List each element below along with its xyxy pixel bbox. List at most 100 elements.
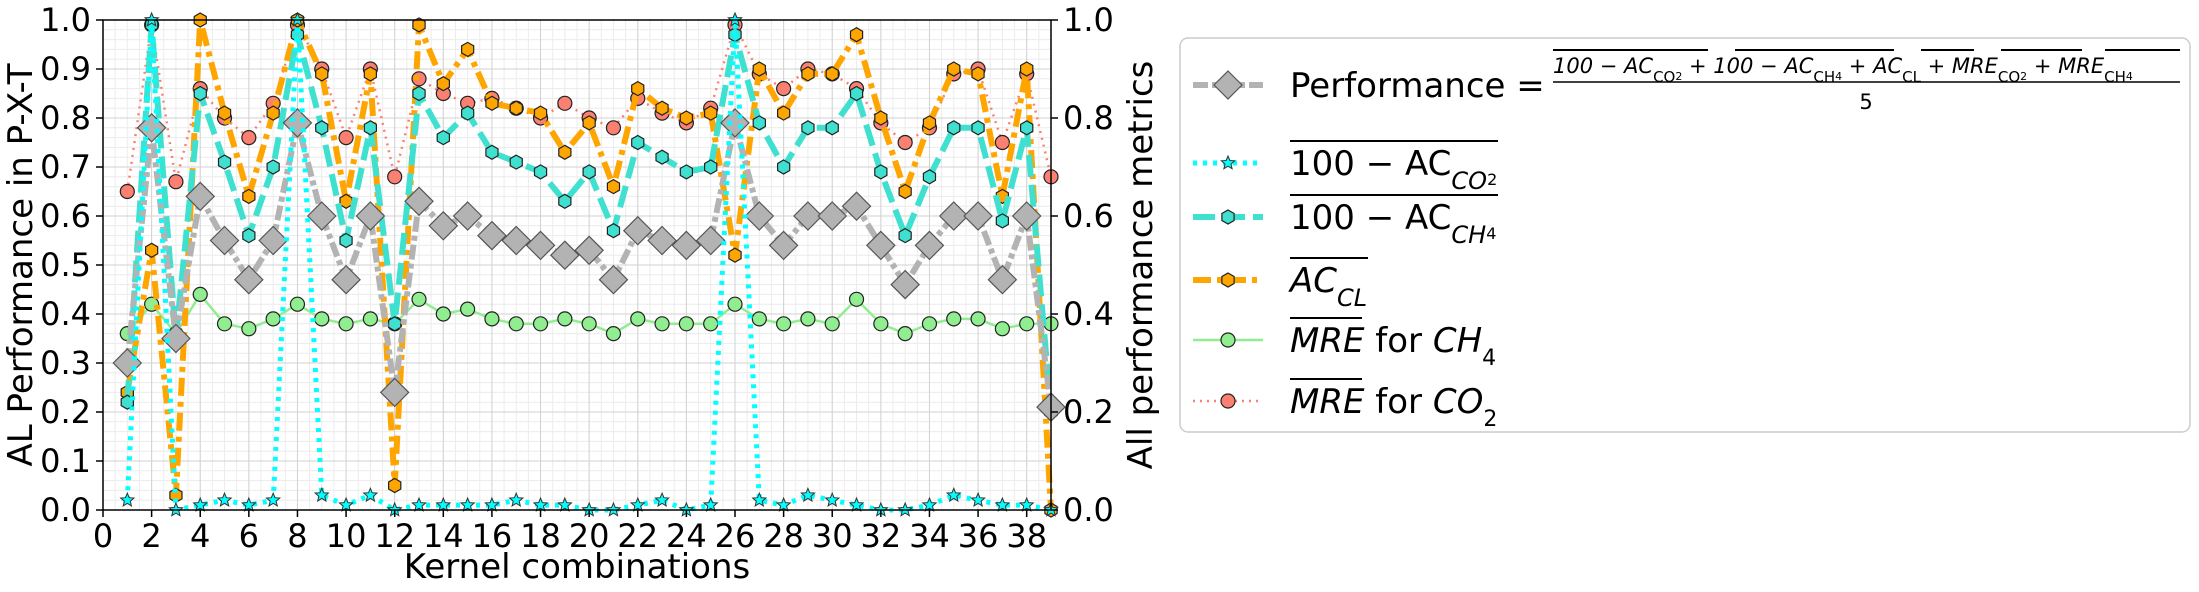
data-point-ac_ch4 [606, 223, 621, 239]
data-point-mre_ch4 [824, 316, 840, 332]
data-point-ac_ch4 [412, 85, 426, 102]
data-point-performance [938, 201, 969, 231]
data-point-ac_ch4 [947, 120, 961, 136]
legend-item-ac_ch4: 100 − ACCH4 [1193, 194, 1498, 249]
data-point-ac_co2 [459, 496, 476, 512]
x-tick-label: 28 [763, 517, 804, 555]
data-point-ac_cl [339, 193, 353, 209]
data-point-ac_ch4 [849, 85, 864, 102]
data-point-ac_cl [217, 105, 232, 121]
data-point-performance [355, 201, 386, 231]
legend-label: MRE for CO2 [1290, 382, 1497, 432]
data-point-ac_co2 [435, 496, 452, 512]
data-point-ac_cl [582, 115, 596, 131]
data-point-performance [306, 201, 337, 231]
data-point-mre_ch4 [216, 316, 233, 332]
data-point-ac_co2 [484, 496, 500, 512]
series-ac_co2 [119, 11, 1059, 517]
data-point-ac_co2 [775, 496, 792, 512]
series-line-performance [124, 119, 1054, 408]
x-tick-label: 26 [715, 517, 756, 555]
data-point-performance [525, 230, 556, 261]
data-point-mre_ch4 [678, 316, 694, 332]
data-point-ac_ch4 [801, 120, 815, 136]
data-point-mre_ch4 [873, 316, 889, 332]
y-left-tick-label: 0.1 [40, 442, 91, 480]
series-layer [112, 11, 1066, 518]
data-point-ac_ch4 [509, 154, 523, 170]
legend: Performance = 100 − ACCO2 + 100 − ACCH4 +… [1179, 37, 2191, 433]
data-point-mre_ch4 [703, 316, 719, 332]
data-point-mre_ch4 [654, 316, 670, 332]
data-point-ac_cl [898, 183, 912, 200]
legend-box [1179, 37, 2191, 433]
y-right-tick-label: 1.0 [1063, 1, 1114, 39]
x-tick-label: 38 [1006, 517, 1047, 555]
data-point-ac_co2 [654, 491, 670, 507]
data-point-performance [233, 264, 264, 295]
data-point-ac_cl [388, 477, 402, 494]
data-point-ac_cl [315, 66, 329, 82]
data-point-ac_cl [728, 247, 742, 263]
data-point-ac_cl [461, 41, 475, 58]
data-point-ac_cl [655, 100, 669, 116]
data-point-ac_cl [436, 76, 450, 92]
data-point-ac_cl [703, 105, 718, 121]
data-point-ac_cl [485, 95, 499, 111]
x-tick-label: 36 [958, 517, 999, 555]
data-point-ac_cl [801, 66, 815, 82]
y-left-tick-label: 0.5 [40, 246, 91, 284]
data-point-mre_co2 [119, 183, 135, 200]
data-point-mre_ch4 [265, 311, 281, 327]
x-tick-label: 32 [860, 517, 901, 555]
legend-item-mre_co2: MRE for CO2 [1193, 378, 1497, 432]
y-left-tick-label: 1.0 [40, 1, 91, 39]
legend-marker-mre_ch4 [1220, 332, 1236, 348]
data-point-ac_ch4 [461, 105, 475, 121]
data-point-ac_ch4 [776, 159, 791, 175]
data-point-mre_ch4 [241, 321, 257, 337]
data-point-ac_ch4 [558, 193, 572, 209]
y-left-tick-label: 0.7 [40, 148, 91, 186]
data-point-ac_cl [1019, 61, 1034, 77]
data-point-mre_co2 [241, 130, 257, 146]
data-point-mre_ch4 [848, 291, 865, 307]
legend-marker-ac_cl [1221, 272, 1235, 288]
data-point-mre_ch4 [460, 301, 476, 317]
data-point-ac_ch4 [971, 120, 985, 136]
data-point-mre_ch4 [776, 316, 792, 332]
data-point-ac_co2 [824, 491, 841, 507]
y-left-tick-label: 0.2 [40, 393, 91, 431]
data-point-mre_ch4 [994, 321, 1010, 337]
y-right-tick-label: 0.4 [1063, 295, 1114, 333]
data-point-performance [914, 230, 945, 261]
x-tick-label: 34 [909, 517, 950, 555]
data-point-ac_cl [412, 17, 426, 33]
data-point-performance [890, 269, 921, 300]
data-point-ac_co2 [751, 491, 768, 507]
data-point-ac_ch4 [922, 169, 937, 185]
data-point-mre_ch4 [605, 326, 622, 342]
y-right-tick-label: 0.0 [1063, 491, 1114, 529]
data-point-performance [817, 201, 848, 231]
grid-layer [102, 19, 1052, 511]
series-line-ac_co2 [124, 17, 1052, 513]
axes-layer: 0 2 4 6 8 10 12 14 16 18 20 22 24 26 28 30 32 34 36 380.00.… [1, 1, 1161, 587]
data-point-performance [963, 201, 993, 231]
legend-label: 100 − ACCO2 [1290, 144, 1497, 195]
data-point-mre_ch4 [338, 316, 354, 332]
data-point-ac_co2 [362, 486, 379, 503]
data-point-ac_co2 [216, 491, 233, 507]
data-point-ac_ch4 [995, 213, 1010, 229]
data-point-performance [865, 230, 896, 261]
legend-marker-ac_ch4 [1221, 209, 1235, 225]
legend-item-ac_cl: ACCL [1193, 257, 1368, 312]
legend-formula-denominator: 5 [1859, 90, 1872, 114]
data-point-ac_co2 [945, 486, 962, 503]
legend-item-mre_ch4: MRE for CH4 [1193, 317, 1496, 371]
data-point-mre_ch4 [970, 311, 986, 327]
x-axis-title: Kernel combinations [404, 547, 751, 587]
data-point-ac_co2 [702, 496, 719, 512]
data-point-ac_co2 [508, 491, 525, 507]
